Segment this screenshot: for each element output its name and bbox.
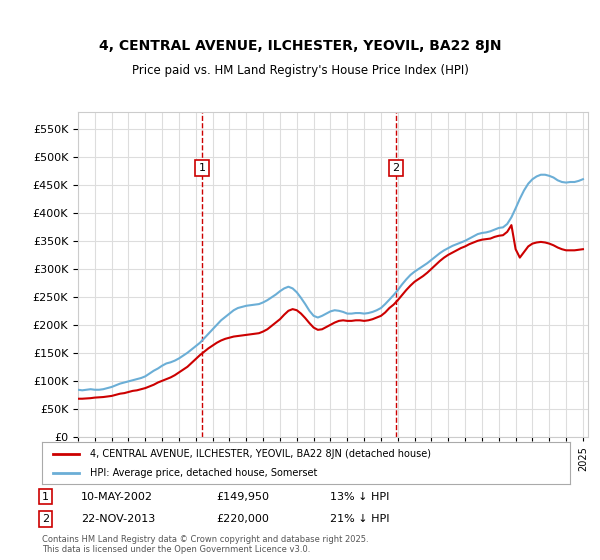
Text: 1: 1 xyxy=(199,163,205,173)
Text: £220,000: £220,000 xyxy=(216,514,269,524)
Text: 22-NOV-2013: 22-NOV-2013 xyxy=(81,514,155,524)
Text: 4, CENTRAL AVENUE, ILCHESTER, YEOVIL, BA22 8JN: 4, CENTRAL AVENUE, ILCHESTER, YEOVIL, BA… xyxy=(99,39,501,53)
Text: Contains HM Land Registry data © Crown copyright and database right 2025.
This d: Contains HM Land Registry data © Crown c… xyxy=(42,535,368,554)
Text: HPI: Average price, detached house, Somerset: HPI: Average price, detached house, Some… xyxy=(89,468,317,478)
Text: 2: 2 xyxy=(42,514,49,524)
Text: 4, CENTRAL AVENUE, ILCHESTER, YEOVIL, BA22 8JN (detached house): 4, CENTRAL AVENUE, ILCHESTER, YEOVIL, BA… xyxy=(89,449,431,459)
Text: 21% ↓ HPI: 21% ↓ HPI xyxy=(330,514,389,524)
Text: 1: 1 xyxy=(42,492,49,502)
Text: 10-MAY-2002: 10-MAY-2002 xyxy=(81,492,153,502)
Text: £149,950: £149,950 xyxy=(216,492,269,502)
Text: 2: 2 xyxy=(392,163,400,173)
Text: Price paid vs. HM Land Registry's House Price Index (HPI): Price paid vs. HM Land Registry's House … xyxy=(131,64,469,77)
Text: 13% ↓ HPI: 13% ↓ HPI xyxy=(330,492,389,502)
